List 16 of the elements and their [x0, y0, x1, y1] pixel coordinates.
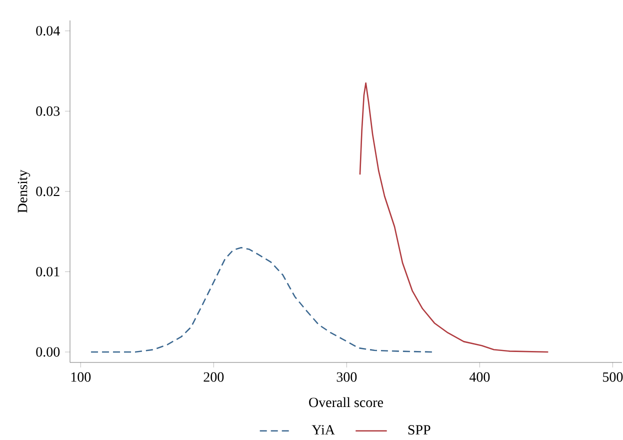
y-tick-label: 0.00 — [36, 347, 60, 357]
x-axis-title: Overall score — [309, 397, 384, 408]
x-tick-label: 300 — [336, 372, 357, 382]
x-tick-label: 200 — [204, 372, 224, 382]
x-tick-label: 100 — [71, 372, 91, 382]
y-tick-label: 0.01 — [36, 266, 60, 276]
x-tick-label: 400 — [469, 372, 490, 382]
legend-label: SPP — [408, 425, 430, 435]
y-tick-label: 0.02 — [36, 186, 60, 196]
y-axis-title: Density — [18, 170, 30, 213]
line-series — [359, 82, 549, 353]
line-series — [90, 246, 434, 353]
x-tick-label: 500 — [603, 372, 623, 382]
y-tick-label: 0.03 — [36, 106, 60, 116]
y-tick-label: 0.04 — [36, 26, 60, 36]
legend-label: YiA — [312, 425, 335, 434]
